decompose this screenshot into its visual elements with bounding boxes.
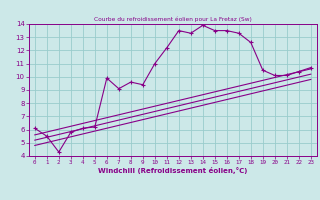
X-axis label: Windchill (Refroidissement éolien,°C): Windchill (Refroidissement éolien,°C) [98, 167, 247, 174]
Title: Courbe du refroidissement éolien pour La Fretaz (Sw): Courbe du refroidissement éolien pour La… [94, 17, 252, 22]
